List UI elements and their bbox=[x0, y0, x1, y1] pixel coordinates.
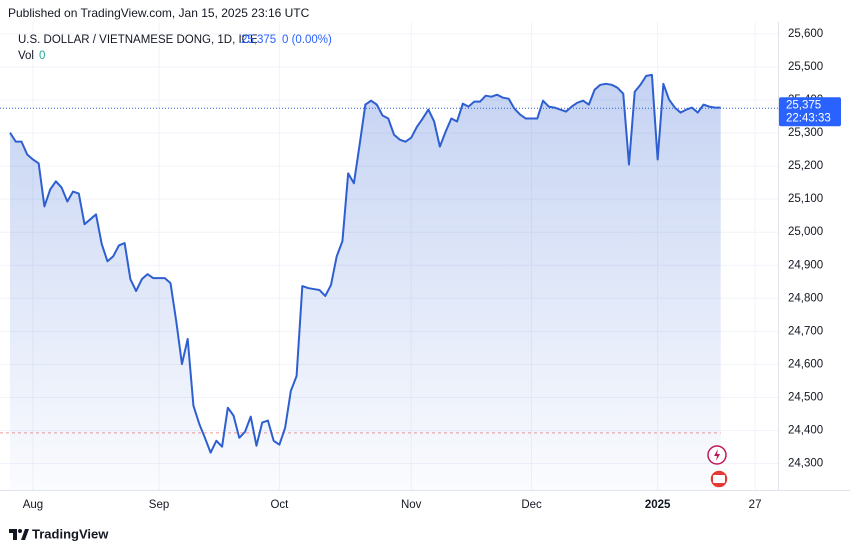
header-change: 0 (0.00%) bbox=[282, 34, 332, 46]
y-tick-label: 24,800 bbox=[788, 292, 823, 304]
y-tick-label: 24,600 bbox=[788, 358, 823, 370]
event-icon-bolt bbox=[714, 449, 720, 461]
brand-name: TradingView bbox=[32, 526, 109, 541]
y-tick-label: 24,900 bbox=[788, 259, 823, 271]
y-tick-label: 25,600 bbox=[788, 28, 823, 40]
brand-logo bbox=[9, 529, 29, 540]
price-line bbox=[9, 73, 721, 454]
y-tick-label: 25,200 bbox=[788, 160, 823, 172]
y-tick-label: 25,300 bbox=[788, 127, 823, 139]
y-tick-label: 25,100 bbox=[788, 193, 823, 205]
plot-area bbox=[0, 22, 778, 490]
symbol-title: U.S. DOLLAR / VIETNAMESE DONG, 1D, ICE bbox=[18, 34, 258, 46]
logo-mark bbox=[18, 529, 22, 533]
flag-icon bbox=[713, 475, 725, 483]
x-tick-label: Dec bbox=[521, 499, 542, 511]
y-tick-label: 24,300 bbox=[788, 458, 823, 470]
y-tick-label: 24,700 bbox=[788, 325, 823, 337]
volume-label: Vol bbox=[18, 50, 34, 62]
y-tick-label: 24,500 bbox=[788, 391, 823, 403]
countdown-label: 22:43:33 bbox=[786, 112, 831, 124]
y-tick-label: 25,500 bbox=[788, 61, 823, 73]
x-tick-label: 27 bbox=[749, 499, 762, 511]
logo-mark bbox=[9, 529, 17, 540]
published-note: Published on TradingView.com, Jan 15, 20… bbox=[8, 6, 310, 20]
last-price-label: 25,375 bbox=[786, 99, 821, 111]
last-price-box bbox=[779, 97, 841, 127]
y-tick-label: 25,000 bbox=[788, 226, 823, 238]
y-tick-label: 24,400 bbox=[788, 425, 823, 437]
x-tick-label: Oct bbox=[270, 499, 289, 511]
area bbox=[10, 74, 721, 490]
volume-value: 0 bbox=[39, 50, 45, 62]
header-price: 25,375 bbox=[241, 34, 276, 46]
x-tick-label: Sep bbox=[149, 499, 169, 511]
logo-mark bbox=[21, 529, 29, 540]
x-tick-label: Nov bbox=[401, 499, 422, 511]
x-tick-label: Aug bbox=[23, 499, 43, 511]
x-tick-label: 2025 bbox=[645, 499, 671, 511]
